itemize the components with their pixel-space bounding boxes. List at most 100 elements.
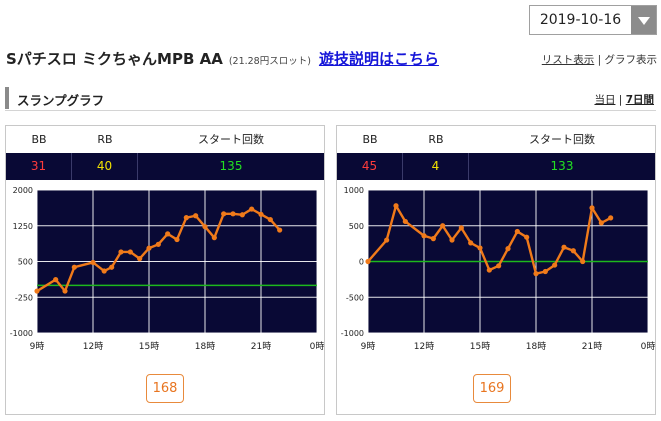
x-tick-label: 0時 bbox=[310, 341, 324, 352]
data-point bbox=[486, 267, 492, 273]
data-point bbox=[589, 205, 595, 211]
data-point bbox=[53, 277, 59, 283]
x-tick-label: 9時 bbox=[361, 341, 376, 352]
data-point bbox=[533, 271, 539, 277]
graph-view-label: グラフ表示 bbox=[604, 54, 658, 66]
range-separator: | bbox=[618, 94, 623, 106]
rb-header: RB bbox=[428, 133, 444, 146]
y-tick-label: -1000 bbox=[10, 329, 33, 338]
data-point bbox=[211, 235, 217, 241]
data-point bbox=[524, 234, 530, 240]
x-tick-label: 9時 bbox=[30, 341, 45, 352]
title-row: Sパチスロ ミクちゃんMPB AA (21.28円スロット) 遊技説明はこちら bbox=[6, 48, 656, 70]
section-accent bbox=[5, 87, 9, 109]
x-tick-label: 12時 bbox=[83, 341, 103, 352]
y-tick-label: 2000 bbox=[13, 186, 33, 195]
machine-title: Sパチスロ ミクちゃんMPB AA bbox=[6, 50, 223, 68]
explain-link[interactable]: 遊技説明はこちら bbox=[318, 50, 439, 68]
data-point bbox=[127, 249, 133, 255]
machine-panel-169: BB RB スタート回数 45 4 133 9時 12時 15時 18時 21時 0時 10… bbox=[336, 125, 656, 415]
data-point bbox=[393, 203, 399, 209]
rb-count: 40 bbox=[72, 153, 138, 180]
start-header: スタート回数 bbox=[529, 133, 595, 146]
data-point bbox=[221, 211, 227, 217]
data-point bbox=[430, 236, 436, 242]
data-point bbox=[183, 215, 189, 221]
data-point bbox=[230, 211, 236, 217]
range-7days-link[interactable]: 7日間 bbox=[625, 94, 654, 106]
range-today-link[interactable]: 当日 bbox=[594, 94, 616, 106]
data-point bbox=[239, 212, 245, 218]
data-point bbox=[34, 288, 40, 294]
x-tick-label: 15時 bbox=[470, 341, 490, 352]
data-point bbox=[165, 231, 171, 237]
stats-value-row: 31 40 135 bbox=[6, 153, 324, 180]
data-point bbox=[146, 245, 152, 251]
bb-header: BB bbox=[362, 133, 378, 146]
y-tick-label: 1000 bbox=[344, 186, 364, 195]
data-point bbox=[118, 249, 124, 255]
view-separator: | bbox=[597, 54, 602, 66]
section-title: スランプグラフ bbox=[17, 93, 105, 108]
stats-header-row: BB RB スタート回数 bbox=[337, 126, 655, 153]
data-point bbox=[365, 258, 371, 265]
rb-count: 4 bbox=[403, 153, 469, 180]
data-point bbox=[249, 206, 255, 212]
bb-header: BB bbox=[31, 133, 47, 146]
data-point bbox=[109, 264, 115, 270]
machine-panel-168: BB RB スタート回数 31 40 135 9時 12時 15時 18時 21時 0時 2… bbox=[5, 125, 325, 415]
data-point bbox=[458, 225, 464, 231]
x-tick-label: 12時 bbox=[414, 341, 434, 352]
start-count: 133 bbox=[550, 159, 574, 173]
data-point bbox=[101, 268, 107, 274]
x-tick-label: 21時 bbox=[582, 341, 602, 352]
list-view-link[interactable]: リスト表示 bbox=[541, 54, 595, 66]
bb-count: 45 bbox=[337, 153, 403, 180]
data-point bbox=[90, 259, 96, 266]
data-point bbox=[267, 216, 273, 223]
data-point bbox=[277, 227, 283, 233]
rb-header: RB bbox=[97, 133, 113, 146]
data-point bbox=[552, 262, 558, 268]
view-switch: リスト表示 | グラフ表示 bbox=[542, 52, 657, 67]
data-point bbox=[468, 240, 474, 246]
machine-rate: (21.28円スロット) bbox=[228, 56, 311, 67]
data-point bbox=[449, 237, 455, 243]
slump-chart: 9時 12時 15時 18時 21時 0時 1000 500 0 -500 -1000 bbox=[341, 186, 655, 352]
data-point bbox=[440, 223, 446, 229]
data-point bbox=[202, 224, 208, 230]
data-point bbox=[155, 241, 161, 247]
y-tick-label: 1250 bbox=[13, 222, 33, 231]
bb-count: 31 bbox=[6, 153, 72, 180]
stats-value-row: 45 4 133 bbox=[337, 153, 655, 180]
data-point bbox=[570, 248, 576, 254]
chevron-down-icon[interactable] bbox=[631, 6, 656, 34]
y-tick-label: 0 bbox=[359, 258, 364, 267]
data-point bbox=[258, 211, 264, 217]
data-point bbox=[580, 258, 586, 265]
data-point bbox=[402, 218, 408, 225]
section-header: スランプグラフ 当日 | 7日間 bbox=[5, 85, 656, 111]
y-tick-label: -500 bbox=[346, 293, 364, 302]
slump-chart: 9時 12時 15時 18時 21時 0時 2000 1250 500 -250 -1000 bbox=[10, 186, 324, 352]
x-tick-label: 0時 bbox=[641, 341, 655, 352]
start-count: 135 bbox=[219, 159, 243, 173]
y-tick-label: -1000 bbox=[341, 329, 364, 338]
range-switch: 当日 | 7日間 bbox=[594, 92, 654, 107]
machine-number-button[interactable]: 169 bbox=[473, 374, 511, 403]
data-point bbox=[505, 246, 511, 252]
machine-number-button[interactable]: 168 bbox=[146, 374, 184, 403]
date-select[interactable]: 2019-10-16 bbox=[529, 5, 657, 35]
data-point bbox=[174, 236, 180, 243]
y-tick-label: 500 bbox=[349, 222, 364, 231]
date-select-value: 2019-10-16 bbox=[539, 12, 622, 28]
y-tick-label: -250 bbox=[15, 293, 33, 302]
x-tick-label: 18時 bbox=[526, 341, 546, 352]
data-point bbox=[608, 215, 614, 221]
y-tick-label: 500 bbox=[18, 258, 33, 267]
data-point bbox=[598, 220, 604, 226]
data-point bbox=[62, 288, 68, 294]
start-header: スタート回数 bbox=[198, 133, 264, 146]
x-tick-label: 15時 bbox=[139, 341, 159, 352]
x-tick-label: 21時 bbox=[251, 341, 271, 352]
